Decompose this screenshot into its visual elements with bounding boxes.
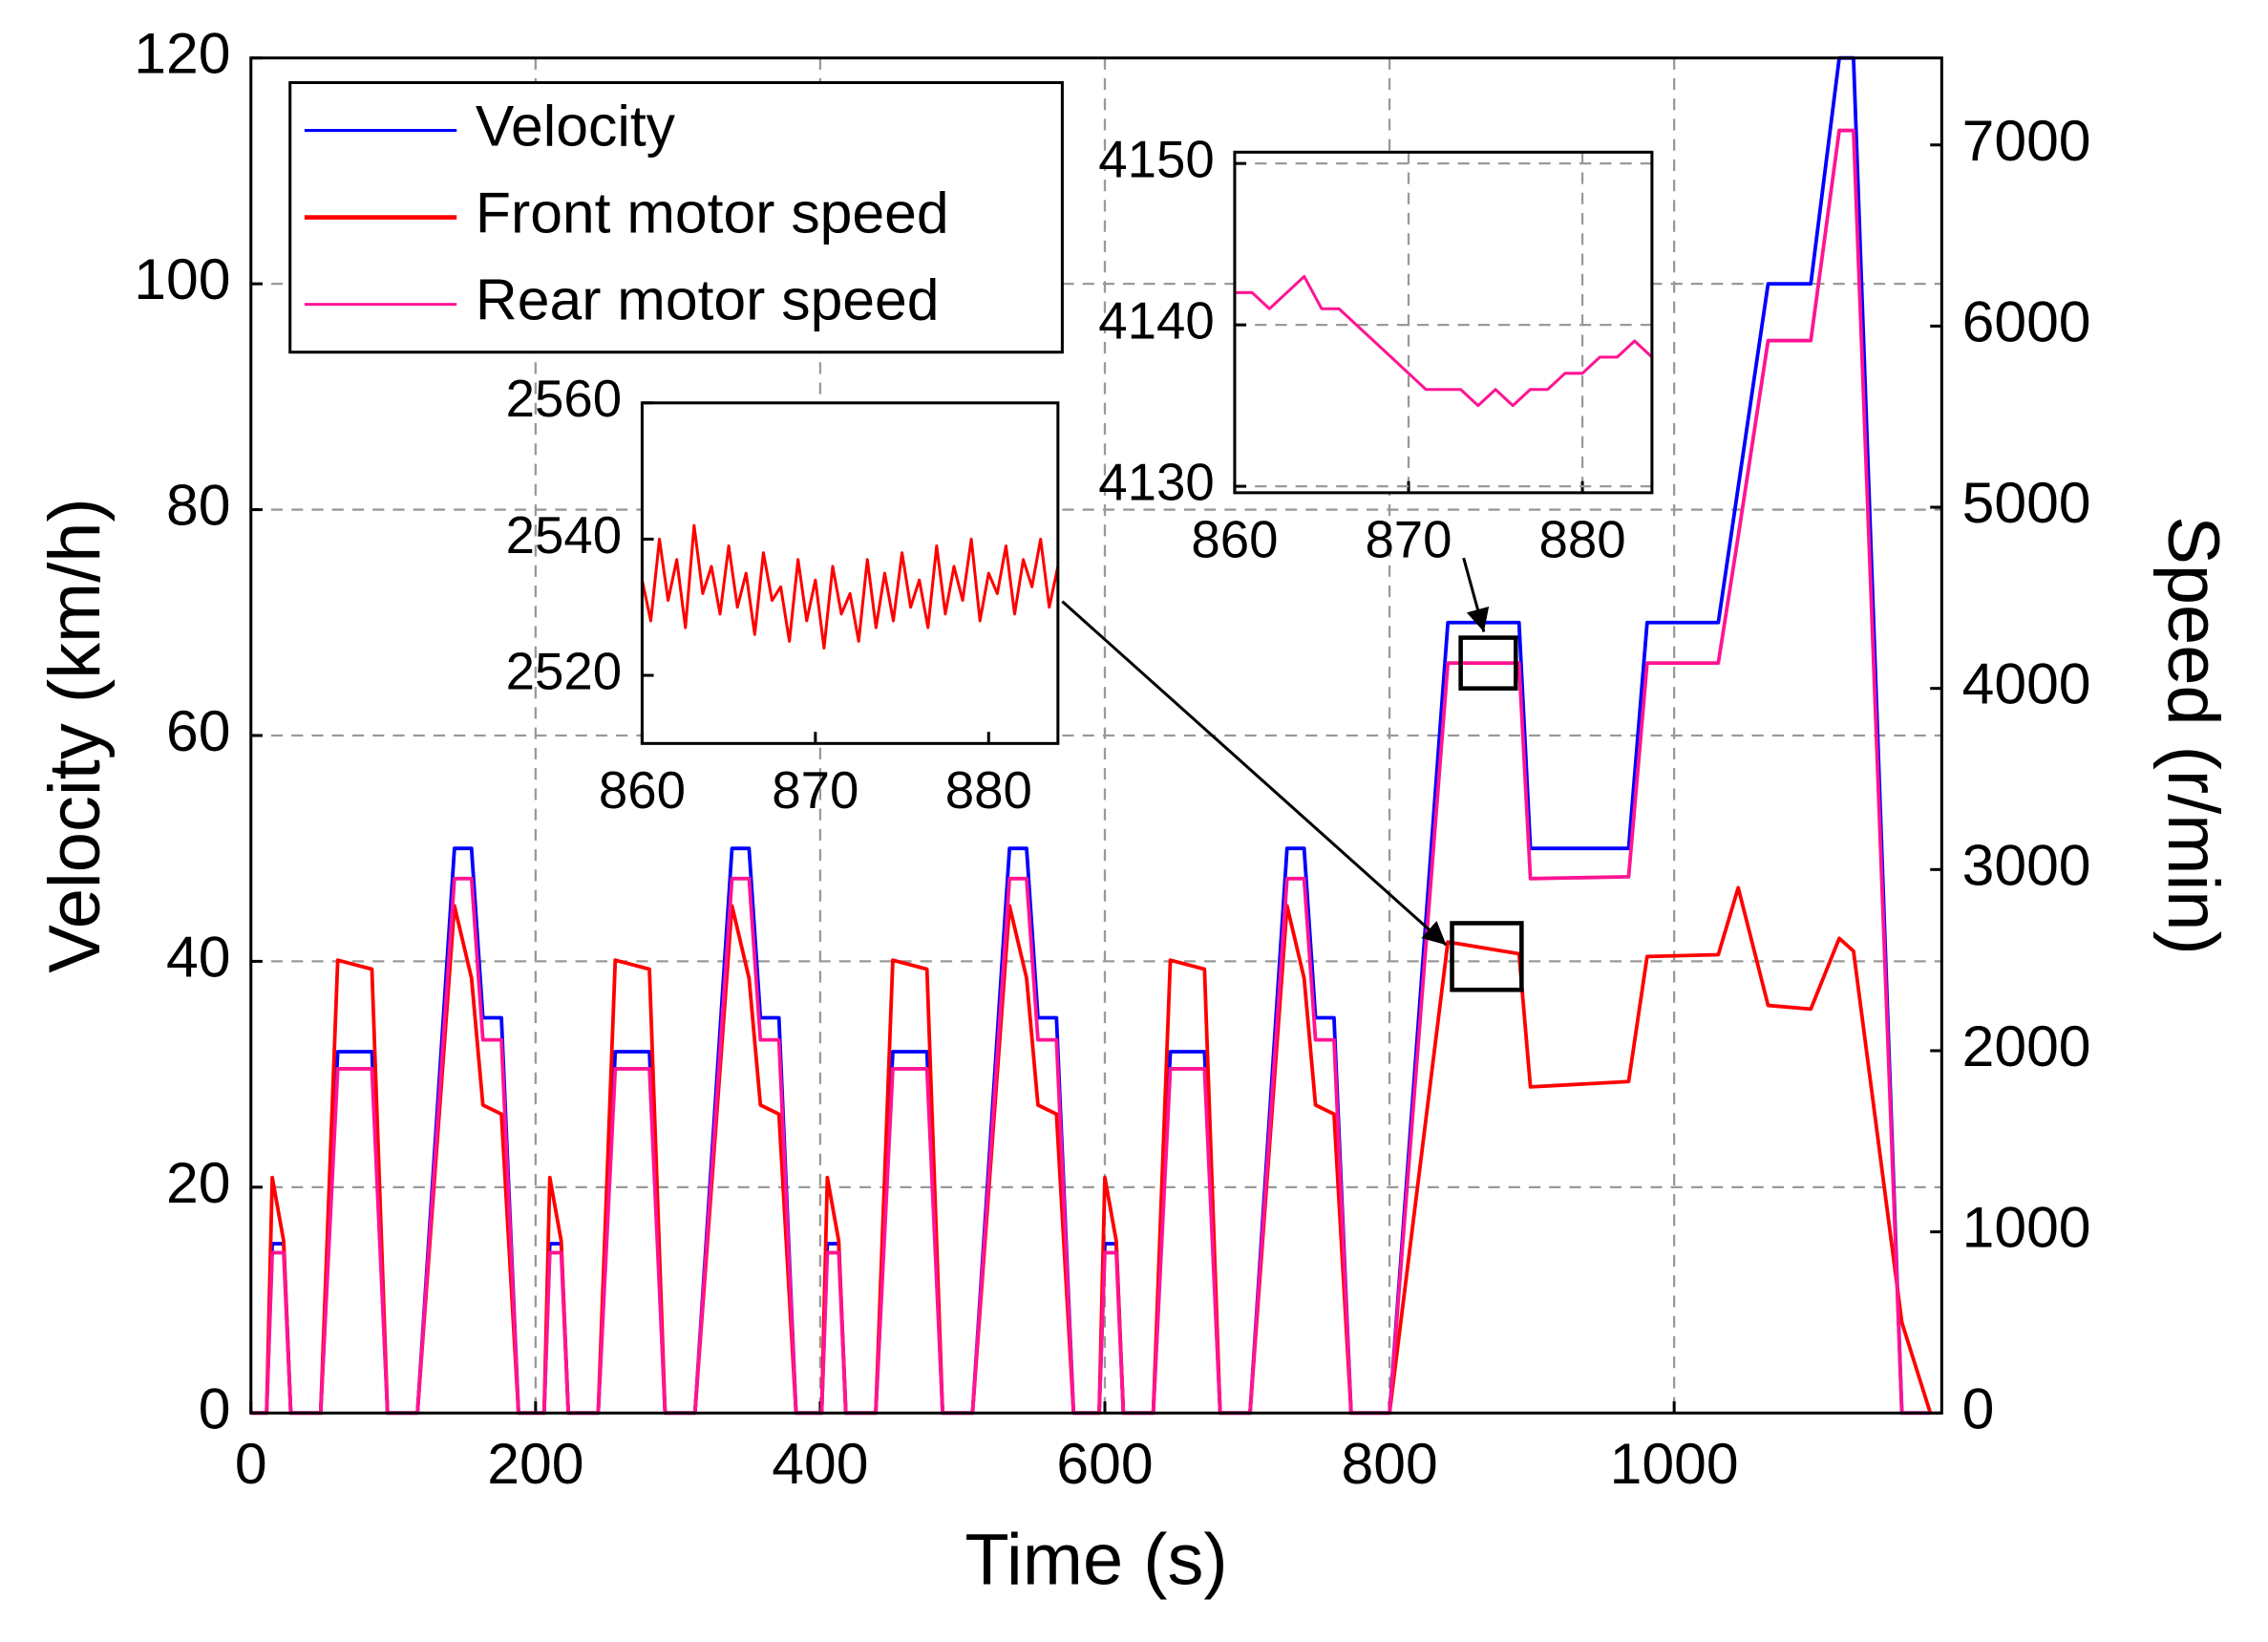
y-tick-label: 4140	[1098, 292, 1215, 351]
y2-tick-label: 2000	[1962, 1013, 2091, 1078]
y-tick-label: 2520	[506, 642, 623, 700]
y-axis-label: Velocity (km/h)	[34, 498, 116, 972]
x-tick-label: 880	[1539, 510, 1626, 568]
x-tick-label: 600	[1056, 1431, 1153, 1496]
plots: 0 200 400 600 800 1000 0 20 40 60 80 100 120 0 1000 200…	[34, 21, 2234, 1601]
x-tick-label: 880	[945, 761, 1032, 820]
y-tick-label: 120	[134, 21, 230, 86]
legend-label: Velocity	[476, 94, 676, 159]
y-tick-label: 80	[166, 473, 231, 538]
y-tick-label: 4130	[1098, 454, 1215, 512]
y-tick-label: 40	[166, 924, 231, 989]
y-tick-label: 2560	[506, 370, 623, 428]
x-tick-label: 860	[599, 761, 686, 820]
x-tick-label: 0	[235, 1431, 267, 1496]
legend-label: Rear motor speed	[476, 267, 940, 332]
series-line	[1234, 274, 1653, 408]
plot-frame	[1233, 150, 1654, 495]
y-tick-label: 2540	[506, 506, 623, 565]
zoom-box	[1458, 635, 1518, 691]
series-line	[250, 128, 1931, 1416]
y2-tick-label: 6000	[1962, 288, 2091, 353]
y2-axis-label: Speed (r/min)	[2152, 516, 2234, 955]
x-tick-label: 860	[1191, 510, 1278, 568]
y2-tick-label: 0	[1962, 1375, 1995, 1440]
plot-frame	[640, 401, 1060, 745]
plot-area	[1234, 152, 1652, 493]
zoom-arrow	[1462, 557, 1490, 632]
y-tick-label: 20	[166, 1150, 231, 1215]
plot-frame	[249, 56, 1943, 1415]
x-axis-label: Time (s)	[964, 1520, 1227, 1601]
x-tick-label: 1000	[1610, 1431, 1739, 1496]
x-tick-label: 200	[487, 1431, 583, 1496]
y-tick-label: 4150	[1098, 131, 1215, 189]
zoom-arrow	[1061, 600, 1448, 947]
y-tick-label: 100	[134, 246, 230, 311]
y2-tick-label: 5000	[1962, 470, 2091, 535]
series-line	[250, 885, 1933, 1416]
legend-label: Front motor speed	[476, 181, 949, 245]
x-tick-label: 870	[772, 761, 858, 820]
x-tick-label: 870	[1365, 510, 1452, 568]
x-tick-label: 800	[1341, 1431, 1437, 1496]
y-tick-label: 60	[166, 698, 231, 763]
y-tick-label: 0	[199, 1375, 231, 1440]
y2-tick-label: 7000	[1962, 108, 2091, 173]
y2-tick-label: 4000	[1962, 651, 2091, 716]
x-tick-label: 400	[772, 1431, 868, 1496]
y2-tick-label: 1000	[1962, 1195, 2091, 1260]
y2-tick-label: 3000	[1962, 832, 2091, 897]
plot-area	[642, 402, 1058, 744]
series-line	[250, 55, 1931, 1416]
series-line	[640, 523, 1060, 650]
zoom-box	[1450, 921, 1524, 992]
